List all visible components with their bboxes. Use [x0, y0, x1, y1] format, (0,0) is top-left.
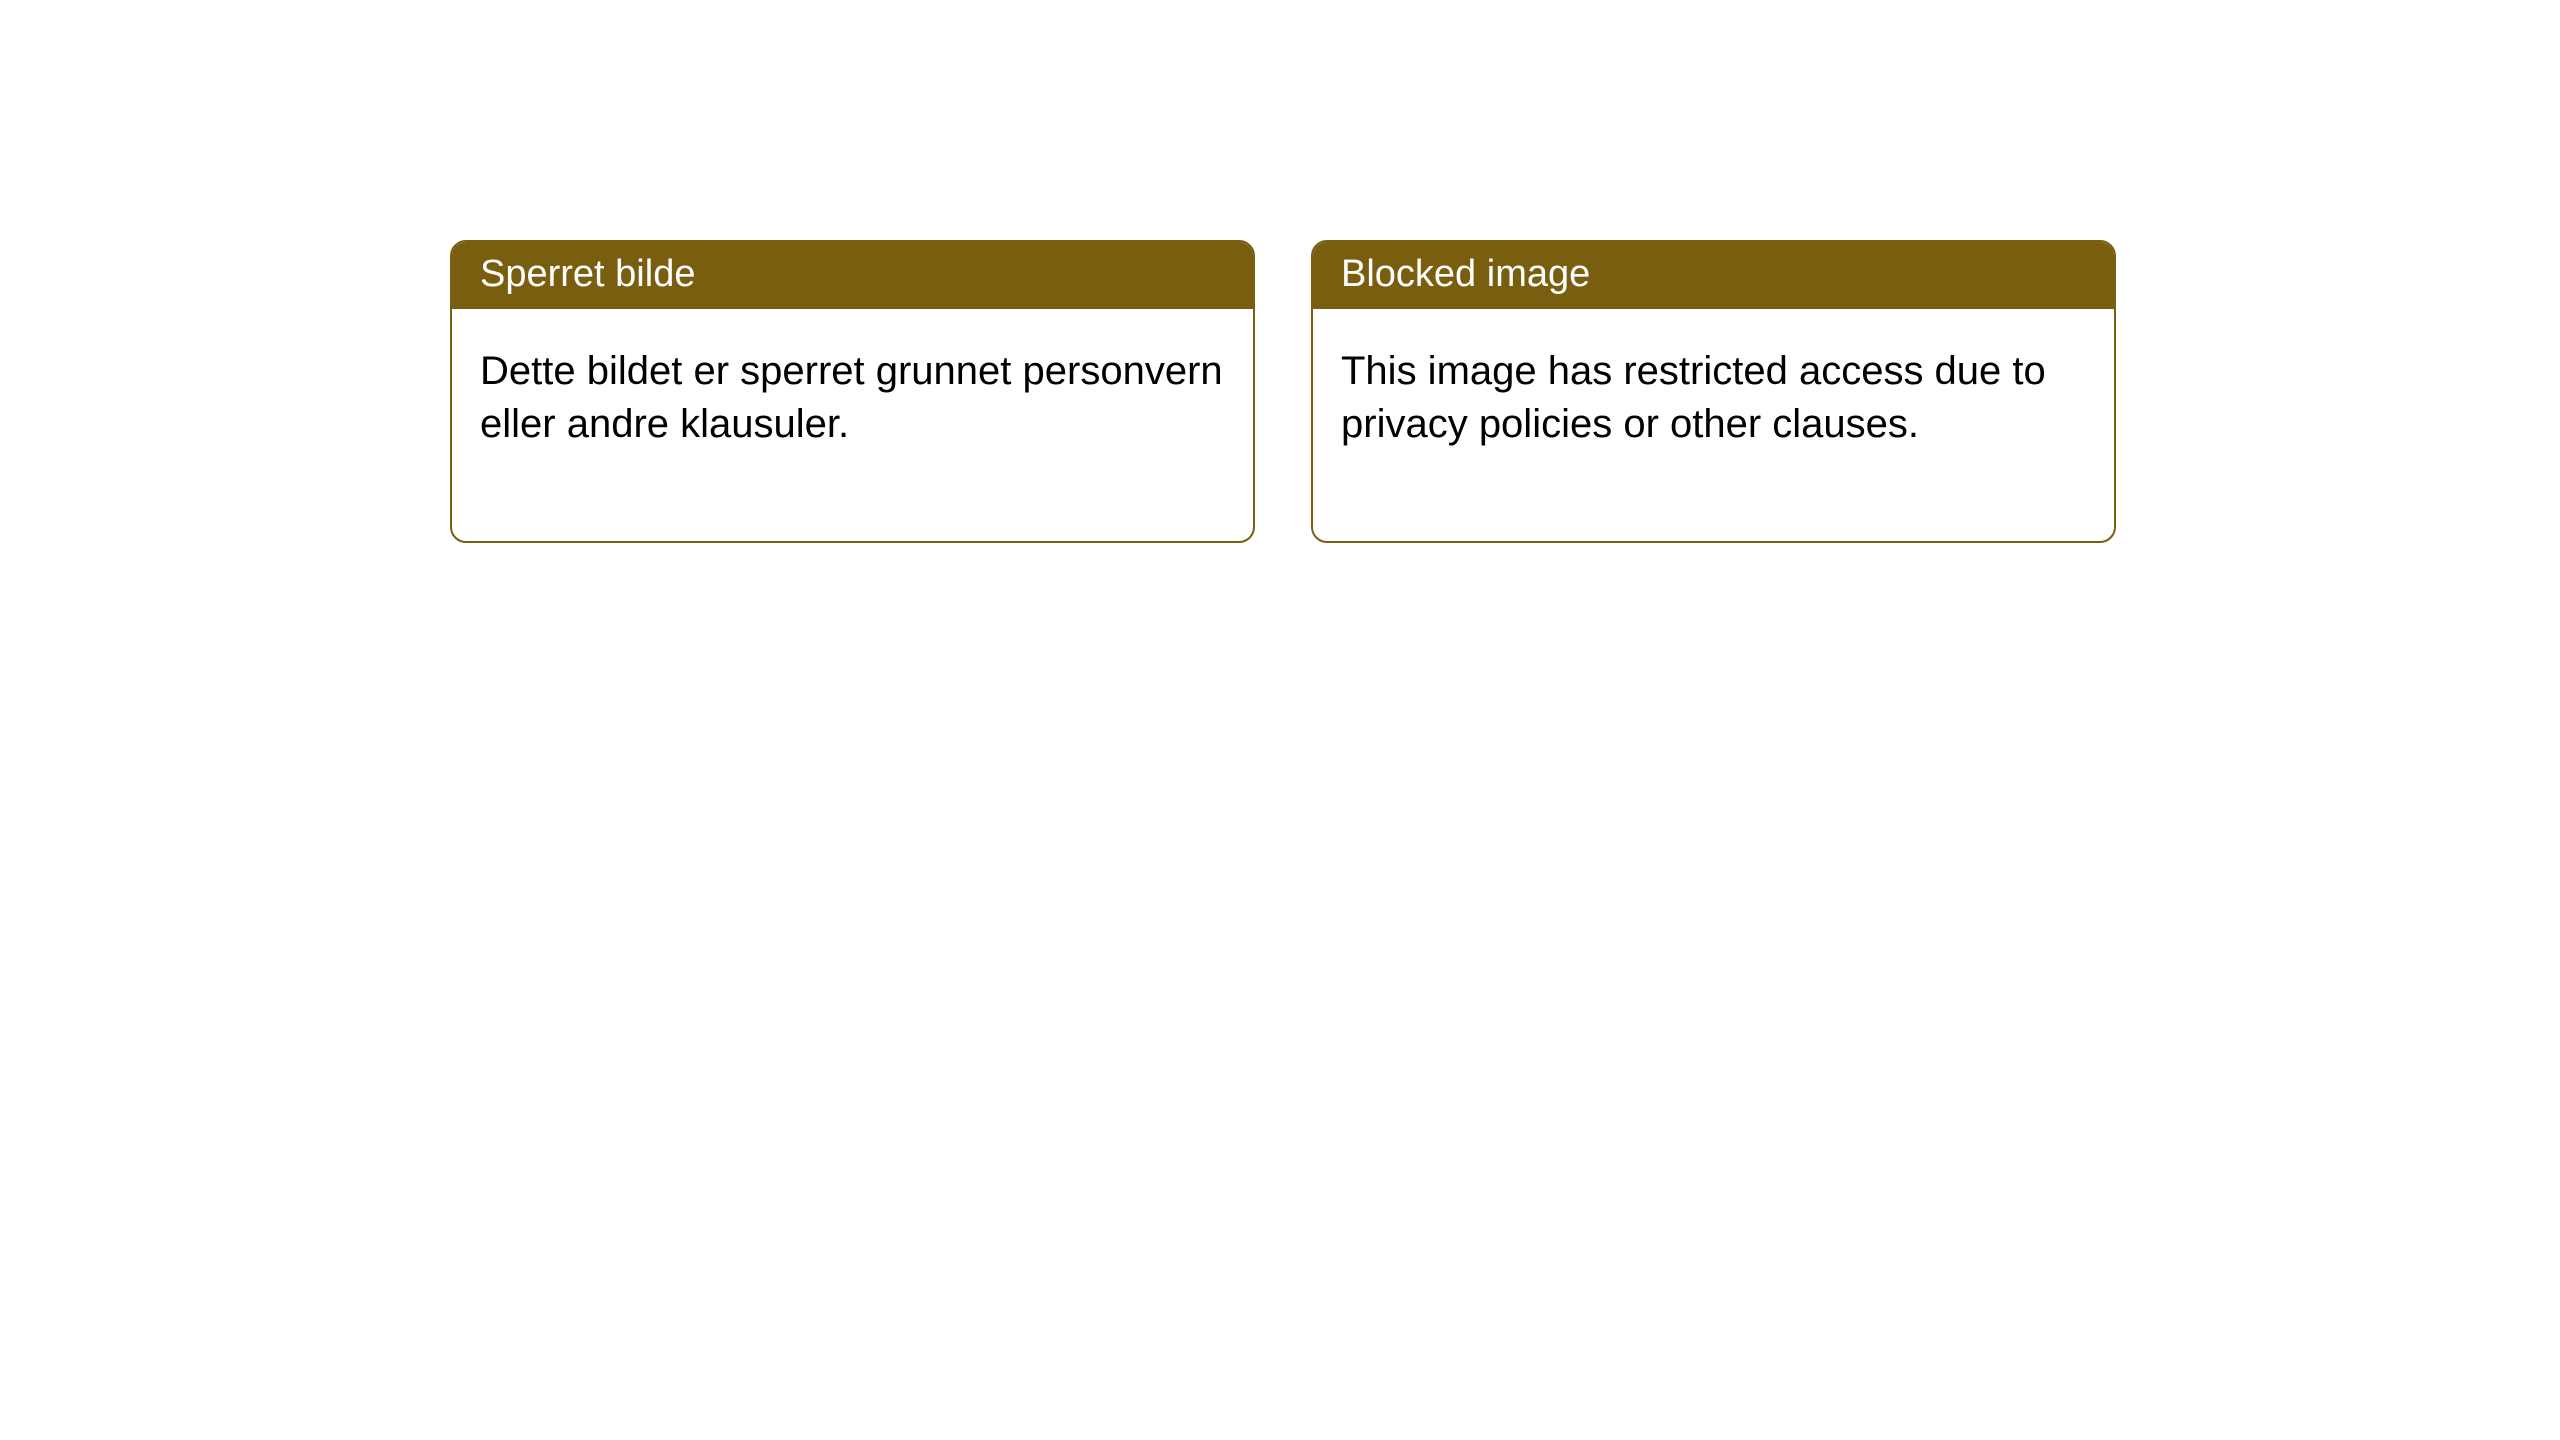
- notice-card-english: Blocked image This image has restricted …: [1311, 240, 2116, 543]
- notice-body: This image has restricted access due to …: [1313, 309, 2114, 541]
- notice-body: Dette bildet er sperret grunnet personve…: [452, 309, 1253, 541]
- notice-card-norwegian: Sperret bilde Dette bildet er sperret gr…: [450, 240, 1255, 543]
- notice-header: Sperret bilde: [452, 242, 1253, 309]
- notice-header: Blocked image: [1313, 242, 2114, 309]
- notice-container: Sperret bilde Dette bildet er sperret gr…: [0, 0, 2560, 543]
